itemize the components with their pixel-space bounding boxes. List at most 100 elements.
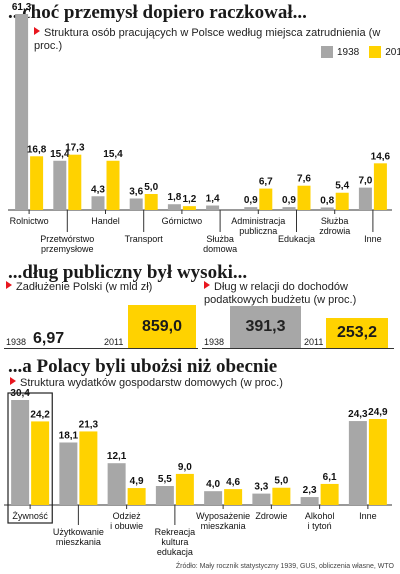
category-label: edukacja <box>157 547 193 557</box>
legend-swatch-2011 <box>369 46 382 58</box>
bar-2011 <box>30 156 44 210</box>
triangle-bullet-icon <box>10 377 16 385</box>
section2-header: ...dług publiczny był wysoki... <box>8 262 247 284</box>
bar-2011 <box>373 163 387 210</box>
category-label: domowa <box>203 244 237 254</box>
value-label: 6,1 <box>323 472 337 483</box>
legend: 1938 2011 <box>321 46 400 58</box>
value-label: 9,0 <box>178 462 192 473</box>
debt-right-box-1938: 391,3 <box>230 306 301 348</box>
value-label: 5,5 <box>158 474 172 485</box>
bar-2011 <box>175 473 194 505</box>
value-label: 16,8 <box>27 144 47 155</box>
section3-title: ...a Polacy byli ubożsi niż obecnie <box>8 356 278 377</box>
bar-2011 <box>127 488 146 505</box>
legend-label-2011: 2011 <box>385 46 400 58</box>
bar-1938 <box>53 160 67 210</box>
bar-1938 <box>11 400 30 505</box>
value-label: 12,1 <box>107 451 127 462</box>
section2-left-subtitle: Zadłużenie Polski (w mld zł) <box>16 281 153 293</box>
value-label: 4,0 <box>206 479 220 490</box>
category-label: mieszkania <box>56 537 101 547</box>
value-label: 15,4 <box>50 149 70 160</box>
debt-left-year-1938: 1938 <box>6 337 27 347</box>
employment-chart-svg: 61,316,8Rolnictwo15,417,3Przetwórstwoprz… <box>8 2 392 254</box>
debt-left-value-1938: 6,97 <box>33 330 65 347</box>
bar-2011 <box>31 421 50 505</box>
category-label: publiczna <box>239 226 277 236</box>
section1-header: ...choć przemysł dopiero raczkował... <box>8 2 307 24</box>
value-label: 17,3 <box>65 143 85 154</box>
section1-subtitle: Struktura osób pracujących w Polsce wedł… <box>34 27 381 52</box>
bar-1938 <box>15 14 29 210</box>
triangle-bullet-icon <box>34 27 40 35</box>
bar-1938 <box>206 205 220 210</box>
bar-1938 <box>155 486 174 505</box>
value-label: 7,0 <box>358 176 372 187</box>
category-label: mieszkania <box>201 521 246 531</box>
category-label: Alkohol <box>305 511 335 521</box>
bar-1938 <box>358 187 372 210</box>
category-label: i obuwie <box>110 521 143 531</box>
debt-left-year-2011: 2011 <box>104 337 124 347</box>
value-label: 6,7 <box>259 177 273 188</box>
category-label: Wyposażenie <box>196 511 250 521</box>
debt-right-box-2011: 253,2 <box>326 318 388 348</box>
debt-left-box-2011: 859,0 <box>128 305 196 348</box>
value-label: 1,2 <box>182 194 196 205</box>
category-label: Handel <box>91 216 120 226</box>
highlight-box <box>7 392 53 524</box>
employment-chart: 61,3 16,8 Rolnictwo 15,4 17,3 Przetwórstwo prz… <box>0 0 400 270</box>
value-label: 5,0 <box>144 182 158 193</box>
bar-2011 <box>272 487 291 505</box>
category-label: Użytkowanie <box>53 527 104 537</box>
value-label: 24,2 <box>30 409 50 420</box>
source-note: Źródło: Mały rocznik statystyczny 1939, … <box>175 563 394 570</box>
category-label: Inne <box>359 511 377 521</box>
value-label: 1,8 <box>167 192 181 203</box>
section3-header: ...a Polacy byli ubożsi niż obecnie <box>8 356 277 378</box>
category-label: Odzież <box>113 511 142 521</box>
value-label: 2,3 <box>303 485 317 496</box>
bar-1938 <box>91 196 105 210</box>
value-label: 7,6 <box>297 174 311 185</box>
category-label: Administracja <box>231 216 285 226</box>
bar-1938 <box>167 204 181 210</box>
bar-2011 <box>335 192 349 210</box>
bar-2011 <box>79 431 98 505</box>
bar-2011 <box>259 188 273 210</box>
value-label: 4,3 <box>91 184 105 195</box>
category-label: kultura <box>161 537 188 547</box>
bar-2011 <box>106 160 120 210</box>
value-label: 4,6 <box>226 477 240 488</box>
category-label: Służba <box>206 234 234 244</box>
value-label: 61,3 <box>12 2 32 13</box>
debt-right-baseline <box>202 348 394 349</box>
section2-right-subtitle-wrap: Dług w relacji do dochodów podatkowych b… <box>204 281 394 307</box>
value-label: 0,8 <box>320 195 334 206</box>
bar-1938 <box>300 497 319 505</box>
category-label: Służba <box>321 216 349 226</box>
triangle-bullet-icon <box>6 281 12 289</box>
triangle-bullet-icon <box>204 281 210 289</box>
section2-left-subtitle-wrap: Zadłużenie Polski (w mld zł) <box>6 281 152 294</box>
value-label: 3,3 <box>254 482 268 493</box>
debt-right-year-2011: 2011 <box>304 337 324 347</box>
bar-2011 <box>144 194 158 210</box>
bar-2011 <box>182 206 196 210</box>
section1-subtitle-wrap: Struktura osób pracujących w Polsce wedł… <box>34 27 400 53</box>
value-label: 0,9 <box>282 195 296 206</box>
category-label: Zdrowie <box>255 511 287 521</box>
debt-right-year-1938: 1938 <box>204 337 225 347</box>
section1-title: ...choć przemysł dopiero raczkował... <box>8 2 307 23</box>
bar-1938 <box>244 207 258 210</box>
value-label: 14,6 <box>371 151 391 162</box>
value-label: 18,1 <box>59 430 79 441</box>
bar-1938 <box>348 421 367 505</box>
category-label: Inne <box>364 234 382 244</box>
category-label: zdrowia <box>319 226 350 236</box>
value-label: 24,9 <box>368 407 388 418</box>
bar-1938 <box>320 207 334 210</box>
value-label: 21,3 <box>79 419 99 430</box>
